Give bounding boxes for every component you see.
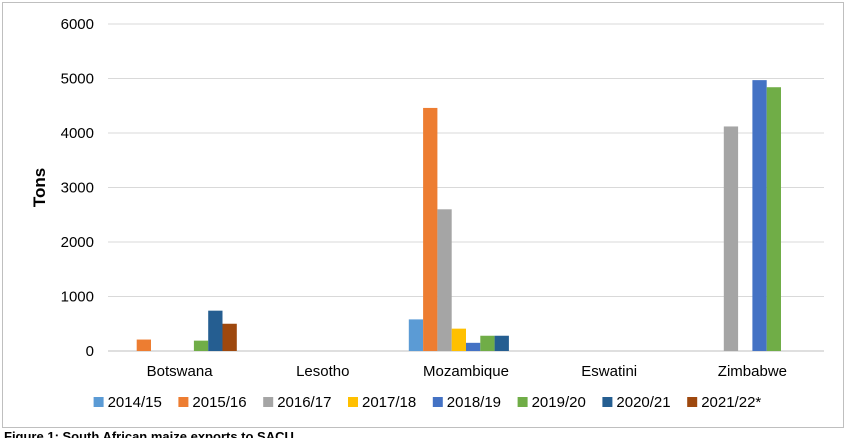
bar xyxy=(494,335,509,351)
x-axis-ticks: Botswana Lesotho Mozambique Eswatini Zimbabw… xyxy=(147,363,787,380)
bar xyxy=(723,126,739,352)
bar xyxy=(408,319,424,351)
legend-swatch xyxy=(687,397,698,407)
x-tick-label: Eswatini xyxy=(581,363,637,380)
y-tick-label: 4000 xyxy=(61,125,94,142)
bar xyxy=(466,342,481,351)
bar xyxy=(766,87,781,351)
y-tick-label: 3000 xyxy=(61,180,94,197)
x-tick-label: Zimbabwe xyxy=(718,363,787,380)
bars xyxy=(136,80,781,352)
y-tick-label: 0 xyxy=(86,343,94,360)
bar xyxy=(437,209,452,351)
bar xyxy=(752,80,767,351)
bar xyxy=(136,339,151,351)
bar xyxy=(193,340,209,351)
x-tick-label: Lesotho xyxy=(296,363,349,380)
bar xyxy=(208,310,223,351)
y-tick-label: 2000 xyxy=(61,234,94,251)
legend-swatch xyxy=(93,397,104,407)
legend: 2014/15 2015/16 2016/17 2017/18 2018/19 2019/… xyxy=(93,394,761,411)
legend-label: 2021/22* xyxy=(701,394,761,411)
legend-label: 2014/15 xyxy=(108,394,162,411)
legend-label: 2015/16 xyxy=(192,394,246,411)
y-tick-label: 5000 xyxy=(61,71,94,88)
legend-label: 2020/21 xyxy=(616,394,670,411)
chart-frame xyxy=(2,2,844,428)
gridlines xyxy=(108,23,824,352)
y-axis-title: Tons xyxy=(30,168,49,207)
legend-swatch xyxy=(602,397,613,407)
legend-label: 2017/18 xyxy=(362,394,416,411)
legend-swatch xyxy=(178,397,189,407)
legend-swatch xyxy=(348,397,358,407)
legend-label: 2018/19 xyxy=(447,394,501,411)
bar xyxy=(423,107,438,352)
bar-chart: 0 1000 2000 3000 4000 5000 6000 Botswana Lesoth… xyxy=(30,16,824,411)
bar xyxy=(451,328,466,351)
legend-swatch xyxy=(517,397,528,407)
x-tick-label: Mozambique xyxy=(423,363,509,380)
x-tick-label: Botswana xyxy=(147,363,214,380)
legend-swatch xyxy=(432,397,443,407)
bar xyxy=(222,323,237,351)
y-axis-ticks: 0 1000 2000 3000 4000 5000 6000 xyxy=(61,16,94,360)
y-tick-label: 1000 xyxy=(61,289,94,306)
bar xyxy=(480,335,495,351)
figure-caption: Figure 1: South African maize exports to… xyxy=(4,429,294,438)
legend-label: 2019/20 xyxy=(532,394,586,411)
legend-label: 2016/17 xyxy=(277,394,331,411)
y-tick-label: 6000 xyxy=(61,16,94,33)
legend-swatch xyxy=(263,397,274,407)
